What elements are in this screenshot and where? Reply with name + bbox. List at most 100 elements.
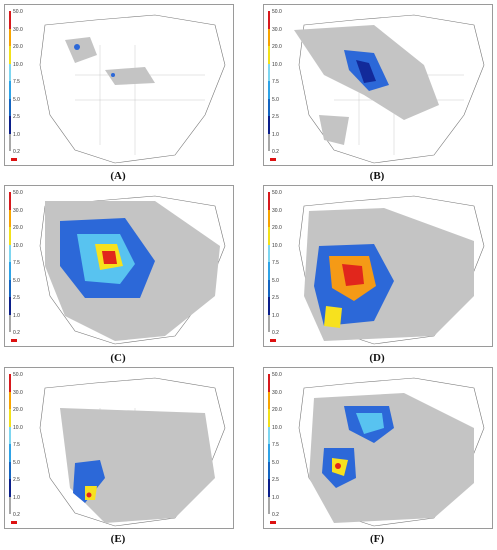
scale-tick-label: 10.0: [13, 61, 23, 68]
scale-color-bar: [9, 409, 11, 427]
scale-color-bar: [268, 262, 270, 280]
caption-e: (E): [110, 533, 126, 545]
color-scale: 50.0 30.0 20.0 10.0 7.5 5.0 2.5 1.0 0.2: [7, 190, 29, 342]
scale-tick-label: 0.2: [272, 149, 279, 155]
logo-icon: [11, 158, 17, 161]
caption-b: (B): [369, 170, 385, 182]
scale-tick-label: 1.0: [272, 131, 279, 138]
caption-a: (A): [110, 170, 126, 182]
panel-c: 50.0 30.0 20.0 10.0 7.5 5.0 2.5 1.0 0.2: [4, 185, 234, 347]
scale-tick-label: 1.0: [13, 494, 20, 501]
scale-color-bar: [268, 46, 270, 64]
scale-tick-label: 20.0: [13, 44, 23, 50]
scale-color-bar: [9, 244, 11, 262]
scale-color-bar: [268, 209, 270, 227]
scale-tick-label: 20.0: [272, 407, 282, 413]
scale-color-bar: [9, 81, 11, 99]
scale-color-bar: [268, 116, 270, 134]
scale-tick-label: 10.0: [13, 242, 23, 249]
panel-b: 50.0 30.0 20.0 10.0 7.5 5.0 2.5 1.0 0.2: [263, 4, 493, 166]
scale-color-bar: [268, 244, 270, 262]
scale-tick-label: 20.0: [272, 225, 282, 231]
scale-tick-label: 30.0: [13, 207, 23, 214]
scale-color-bar: [9, 46, 11, 64]
color-scale: 50.0 30.0 20.0 10.0 7.5 5.0 2.5 1.0 0.2: [266, 190, 288, 342]
map-d: [298, 195, 485, 345]
scale-color-bar: [9, 11, 11, 29]
scale-tick-label: 5.0: [13, 277, 20, 284]
scale-tick-label: 30.0: [272, 207, 282, 214]
scale-tick-label: 50.0: [13, 190, 23, 196]
scale-tick-label: 2.5: [13, 114, 20, 120]
color-scale: 50.0 30.0 20.0 10.0 7.5 5.0 2.5 1.0 0.2: [7, 9, 29, 161]
scale-color-bar: [9, 297, 11, 315]
color-scale: 50.0 30.0 20.0 10.0 7.5 5.0 2.5 1.0 0.2: [7, 372, 29, 524]
scale-color-bar: [268, 11, 270, 29]
scale-tick-label: 0.2: [272, 512, 279, 518]
scale-tick-label: 2.5: [272, 114, 279, 120]
scale-tick-label: 7.5: [13, 442, 20, 448]
scale-color-bar: [268, 314, 270, 332]
logo-icon: [11, 521, 17, 524]
scale-tick-label: 2.5: [272, 295, 279, 301]
panel-f: 50.0 30.0 20.0 10.0 7.5 5.0 2.5 1.0 0.2: [263, 367, 493, 529]
scale-tick-label: 7.5: [272, 442, 279, 448]
scale-color-bar: [268, 426, 270, 444]
scale-color-bar: [268, 98, 270, 116]
scale-color-bar: [268, 279, 270, 297]
scale-color-bar: [268, 192, 270, 210]
map-c: [39, 195, 226, 345]
scale-tick-label: 0.2: [13, 512, 20, 518]
scale-color-bar: [9, 227, 11, 245]
scale-color-bar: [268, 409, 270, 427]
scale-color-bar: [268, 28, 270, 46]
scale-tick-label: 1.0: [13, 131, 20, 138]
scale-tick-label: 5.0: [272, 96, 279, 103]
scale-tick-label: 20.0: [272, 44, 282, 50]
scale-tick-label: 2.5: [13, 295, 20, 301]
scale-color-bar: [9, 314, 11, 332]
map-b: [294, 14, 485, 164]
scale-color-bar: [9, 116, 11, 134]
logo-icon: [11, 339, 17, 342]
scale-color-bar: [268, 496, 270, 514]
scale-color-bar: [9, 262, 11, 280]
scale-tick-label: 20.0: [13, 407, 23, 413]
scale-tick-label: 7.5: [13, 260, 20, 266]
scale-tick-label: 50.0: [272, 190, 282, 196]
caption-f: (F): [369, 533, 385, 545]
scale-color-bar: [9, 28, 11, 46]
panel-d: 50.0 30.0 20.0 10.0 7.5 5.0 2.5 1.0 0.2: [263, 185, 493, 347]
scale-color-bar: [9, 496, 11, 514]
panel-e: 50.0 30.0 20.0 10.0 7.5 5.0 2.5 1.0 0.2: [4, 367, 234, 529]
scale-color-bar: [9, 391, 11, 409]
scale-tick-label: 30.0: [272, 389, 282, 396]
scale-tick-label: 5.0: [13, 96, 20, 103]
scale-color-bar: [268, 81, 270, 99]
logo-icon: [270, 521, 276, 524]
scale-color-bar: [268, 461, 270, 479]
scale-tick-label: 7.5: [13, 79, 20, 85]
scale-color-bar: [268, 444, 270, 462]
scale-tick-label: 7.5: [272, 260, 279, 266]
caption-c: (C): [110, 352, 126, 364]
scale-color-bar: [268, 63, 270, 81]
scale-tick-label: 1.0: [272, 312, 279, 319]
scale-tick-label: 50.0: [13, 372, 23, 378]
scale-color-bar: [268, 227, 270, 245]
scale-tick-label: 0.2: [13, 149, 20, 155]
scale-tick-label: 5.0: [13, 459, 20, 466]
scale-color-bar: [9, 279, 11, 297]
scale-color-bar: [9, 374, 11, 392]
scale-tick-label: 10.0: [13, 424, 23, 431]
map-e: [39, 377, 226, 527]
scale-tick-label: 20.0: [13, 225, 23, 231]
scale-tick-label: 1.0: [272, 494, 279, 501]
scale-tick-label: 2.5: [272, 477, 279, 483]
scale-color-bar: [268, 133, 270, 151]
scale-color-bar: [9, 98, 11, 116]
scale-color-bar: [9, 192, 11, 210]
scale-tick-label: 50.0: [272, 9, 282, 15]
scale-color-bar: [268, 391, 270, 409]
scale-tick-label: 1.0: [13, 312, 20, 319]
